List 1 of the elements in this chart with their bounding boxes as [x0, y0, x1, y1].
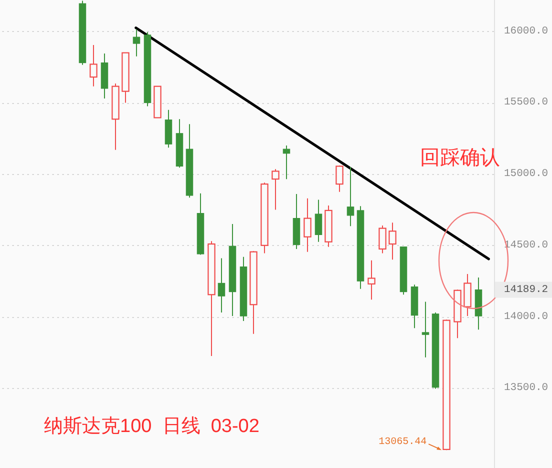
title: 纳斯达克100 日线 03-02 [44, 416, 260, 437]
